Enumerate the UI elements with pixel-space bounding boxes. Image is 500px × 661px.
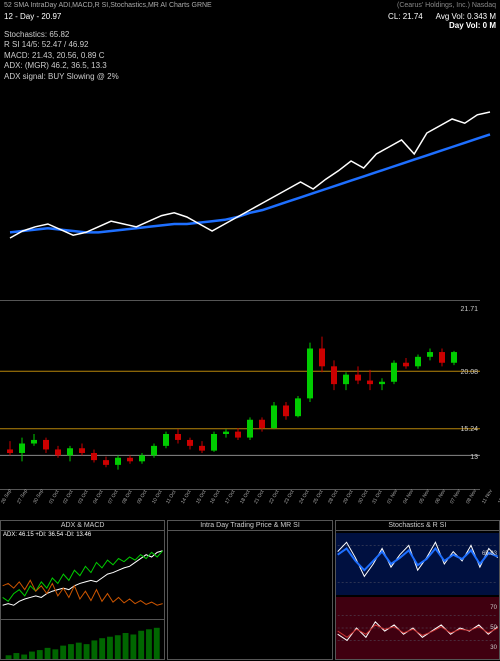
rsi-text: R SI 14/5: 52.47 / 46.92: [4, 40, 119, 50]
date-label: 26 Sep: [0, 488, 17, 507]
stoch-text: Stochastics: 65.82: [4, 30, 119, 40]
date-label: 15 Oct: [195, 489, 211, 507]
main-line-chart: [0, 105, 500, 245]
date-label: 14 Oct: [180, 489, 196, 507]
intraday-title: Intra Day Trading Price & MR SI: [168, 521, 331, 531]
date-label: 02 Oct: [62, 489, 78, 507]
date-label: 11 Nov: [481, 489, 497, 507]
stoch-panel: Stochastics & R SI 65.83 70 50 30: [335, 520, 500, 660]
rsi-value-label: 30: [490, 645, 497, 651]
date-label: 30 Oct: [357, 489, 373, 507]
date-label: 05 Nov: [418, 488, 435, 507]
date-label: 28 Oct: [327, 489, 343, 507]
price-label: 21.71: [460, 306, 478, 313]
date-label: 24 Oct: [298, 489, 314, 507]
rsi-value-label: 70: [490, 605, 497, 611]
date-label: 11 Oct: [165, 490, 181, 507]
date-label: 17 Oct: [224, 489, 240, 507]
date-label: 16 Oct: [209, 489, 225, 507]
date-label: 31 Oct: [371, 489, 387, 507]
date-label: 18 Oct: [239, 489, 255, 507]
date-label: 07 Nov: [449, 488, 466, 507]
price-label: 20.08: [460, 369, 478, 376]
stoch-upper: 65.83: [336, 533, 499, 595]
price-label: 15.24: [460, 426, 478, 433]
date-label: 21 Oct: [253, 489, 269, 507]
stoch-lower: 70 50 30: [336, 597, 499, 659]
candle-chart: 21.71 20.08 15.24 13: [0, 300, 480, 490]
macd-text: MACD: 21.43, 20.56, 0.89 C: [4, 51, 119, 61]
adxsig-text: ADX signal: BUY Slowing @ 2%: [4, 72, 119, 82]
close-label: CL: 21.74: [388, 12, 423, 21]
intraday-panel: Intra Day Trading Price & MR SI: [167, 520, 332, 660]
rsi-value-label: 50: [490, 625, 497, 631]
sub-panels: ADX & MACD ADX: 46.15 +DI: 36.54 -DI: 13…: [0, 520, 500, 660]
date-label: 29 Oct: [342, 489, 358, 507]
indicator-block: Stochastics: 65.82 R SI 14/5: 52.47 / 46…: [4, 30, 119, 82]
date-label: 09 Oct: [136, 489, 152, 507]
date-label: 08 Oct: [121, 489, 137, 507]
stoch-value-label: 65.83: [482, 551, 497, 557]
date-label: 06 Nov: [434, 488, 451, 507]
adx-label: ADX: 46.15 +DI: 36.54 -DI: 13.46: [1, 531, 164, 539]
price-label: 13: [470, 454, 478, 461]
date-label: 12 Nov: [497, 488, 500, 507]
date-label: 27 Sep: [16, 488, 33, 507]
avgvol-label: Avg Vol: 0.343 M: [436, 12, 496, 21]
dayvol-label: Day Vol: 0 M: [449, 21, 496, 30]
date-label: 22 Oct: [268, 489, 284, 507]
x-axis: 26 Sep27 Sep30 Sep01 Oct02 Oct03 Oct04 O…: [0, 492, 480, 512]
date-label: 25 Oct: [312, 489, 328, 507]
adx-panel: ADX & MACD ADX: 46.15 +DI: 36.54 -DI: 13…: [0, 520, 165, 660]
date-label: 01 Nov: [386, 488, 403, 507]
top-left-text: 52 SMA IntraDay ADI,MACD,R SI,Stochastic…: [4, 2, 212, 9]
date-label: 10 Oct: [151, 489, 167, 507]
date-label: 04 Oct: [92, 489, 108, 507]
days-label: 12 - Day - 20.97: [4, 12, 61, 21]
date-label: 03 Oct: [77, 489, 93, 507]
adx-text: ADX: (MGR) 46.2, 36.5, 13.3: [4, 61, 119, 71]
adx-title: ADX & MACD: [1, 521, 164, 531]
date-label: 01 Oct: [48, 489, 64, 507]
top-right-text: (Cearus' Holdings, Inc.) Nasdaq: [397, 2, 496, 9]
date-label: 08 Nov: [465, 488, 482, 507]
stoch-title: Stochastics & R SI: [336, 521, 499, 531]
date-label: 23 Oct: [283, 489, 299, 507]
header-info: 12 - Day - 20.97 CL: 21.74 Avg Vol: 0.34…: [4, 12, 496, 30]
date-label: 07 Oct: [107, 489, 123, 507]
date-label: 30 Sep: [32, 488, 49, 507]
date-label: 04 Nov: [402, 488, 419, 507]
top-bar: 52 SMA IntraDay ADI,MACD,R SI,Stochastic…: [4, 2, 496, 9]
